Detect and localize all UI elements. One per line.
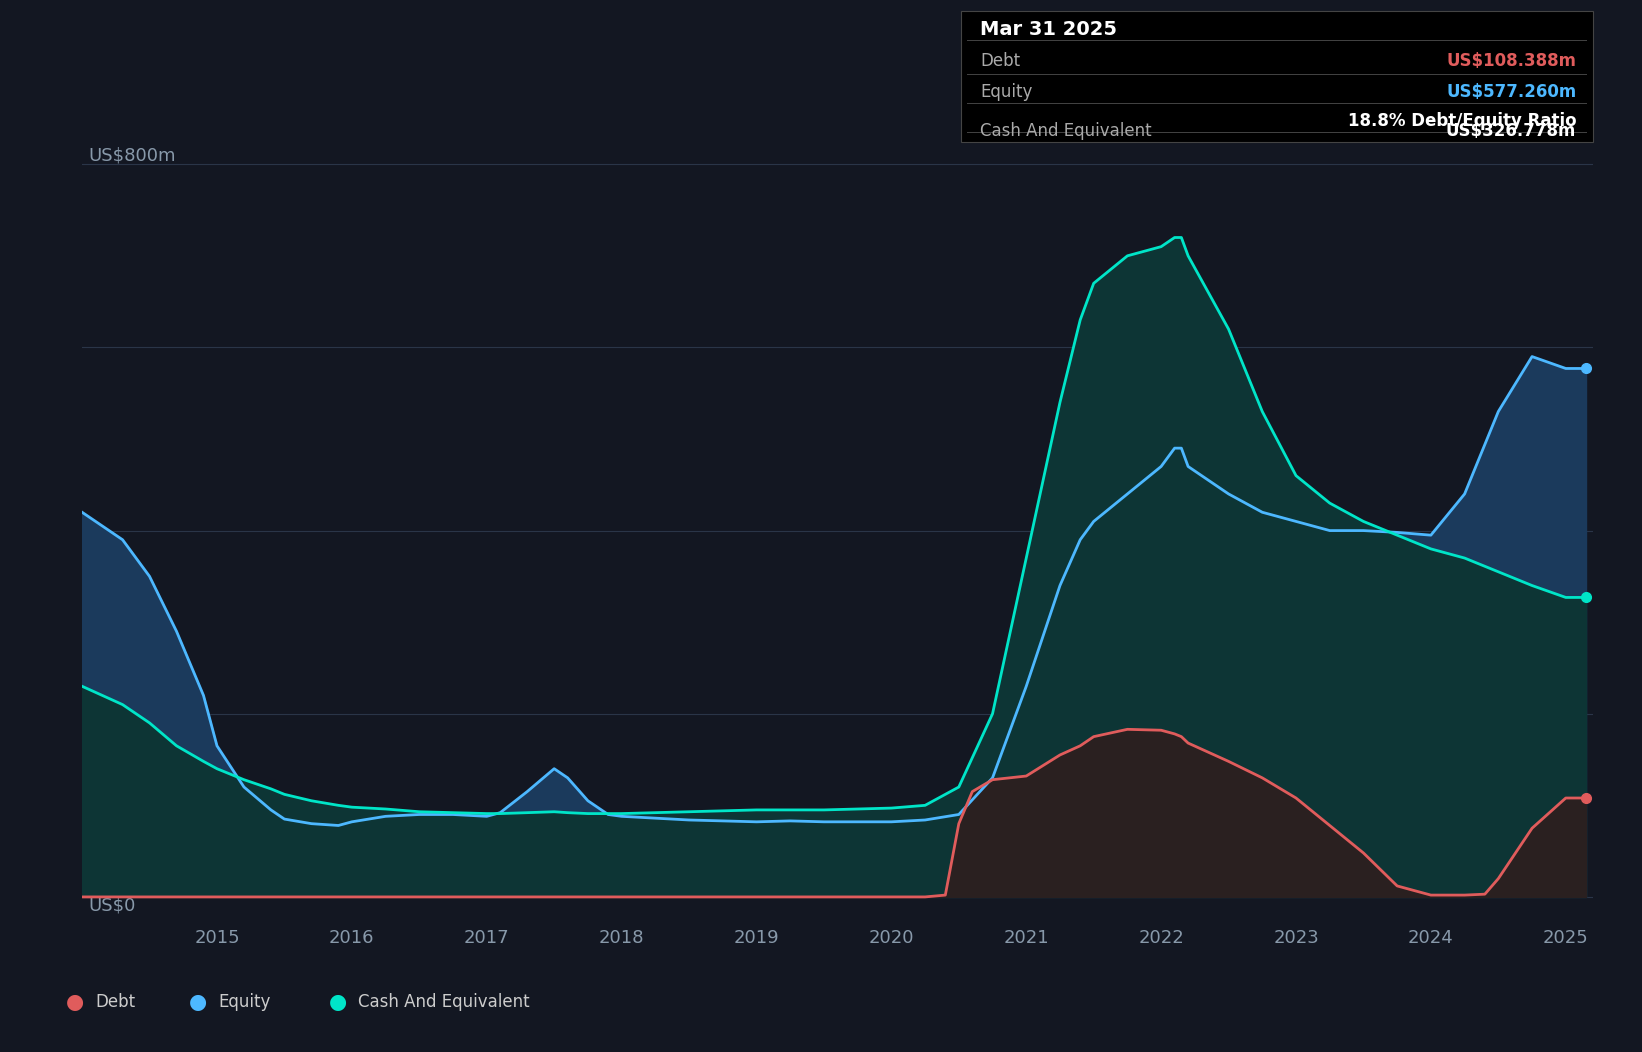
Text: Debt: Debt <box>95 992 135 1011</box>
Text: Cash And Equivalent: Cash And Equivalent <box>980 122 1153 141</box>
Text: US$800m: US$800m <box>89 146 176 164</box>
Text: US$108.388m: US$108.388m <box>1447 52 1576 70</box>
Text: ●: ● <box>189 991 207 1012</box>
Text: US$0: US$0 <box>89 897 136 915</box>
Text: 18.8% Debt/Equity Ratio: 18.8% Debt/Equity Ratio <box>1348 112 1576 130</box>
Text: ●: ● <box>66 991 84 1012</box>
Text: US$326.778m: US$326.778m <box>1447 122 1576 141</box>
Text: Equity: Equity <box>218 992 271 1011</box>
Text: Cash And Equivalent: Cash And Equivalent <box>358 992 530 1011</box>
Text: US$577.260m: US$577.260m <box>1447 82 1576 101</box>
Text: Equity: Equity <box>980 82 1033 101</box>
Text: Mar 31 2025: Mar 31 2025 <box>980 20 1117 39</box>
Text: ●: ● <box>328 991 346 1012</box>
Text: Debt: Debt <box>980 52 1020 70</box>
